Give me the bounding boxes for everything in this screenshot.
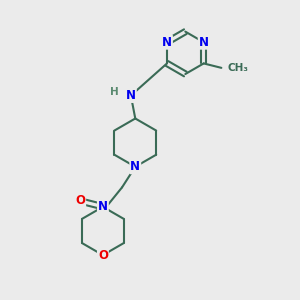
Text: H: H	[110, 87, 119, 97]
Text: N: N	[98, 200, 108, 213]
Text: O: O	[98, 249, 108, 262]
Text: CH₃: CH₃	[227, 63, 248, 73]
Text: O: O	[75, 194, 85, 207]
Text: N: N	[130, 160, 140, 173]
Text: N: N	[199, 36, 209, 49]
Text: N: N	[126, 89, 136, 102]
Text: N: N	[162, 36, 172, 49]
